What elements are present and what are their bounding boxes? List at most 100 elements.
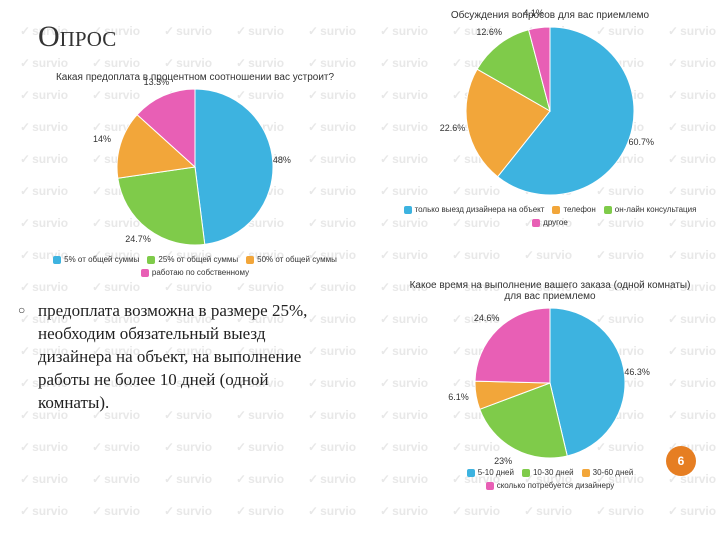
watermark-text: survio xyxy=(20,504,68,518)
legend-label: другое xyxy=(543,218,568,227)
chart-title: Какая предоплата в процентном соотношени… xyxy=(40,72,350,83)
page-number-badge: 6 xyxy=(666,446,696,476)
legend-swatch xyxy=(552,206,560,214)
watermark-text: survio xyxy=(596,504,644,518)
legend-item: другое xyxy=(532,218,568,227)
legend-swatch xyxy=(486,482,494,490)
watermark-text: survio xyxy=(20,472,68,486)
watermark-text: survio xyxy=(308,504,356,518)
page-title: Опрос xyxy=(38,20,116,54)
watermark-text: survio xyxy=(236,24,284,38)
watermark-text: survio xyxy=(524,248,572,262)
watermark-text: survio xyxy=(308,280,356,294)
pie-chart: 48%24.7%14%13.3% xyxy=(117,89,273,245)
legend-label: 5-10 дней xyxy=(478,468,514,477)
legend-swatch xyxy=(141,269,149,277)
watermark-text: survio xyxy=(524,504,572,518)
legend-label: 30-60 дней xyxy=(593,468,634,477)
legend-swatch xyxy=(53,256,61,264)
legend-swatch xyxy=(147,256,155,264)
legend-swatch xyxy=(604,206,612,214)
legend-item: 50% от общей суммы xyxy=(246,255,337,264)
legend-swatch xyxy=(582,469,590,477)
legend-item: телефон xyxy=(552,205,595,214)
legend: только выезд дизайнера на объект телефон о… xyxy=(400,205,700,227)
watermark-text: survio xyxy=(164,440,212,454)
pie-slice-label: 6.1% xyxy=(448,392,469,402)
watermark-text: survio xyxy=(92,472,140,486)
pie-slice-label: 13.3% xyxy=(144,77,170,87)
legend-label: 10-30 дней xyxy=(533,468,574,477)
pie-slice-label: 14% xyxy=(93,134,111,144)
chart-prepayment: Какая предоплата в процентном соотношени… xyxy=(40,72,350,277)
legend-label: только выезд дизайнера на объект xyxy=(415,205,545,214)
watermark-text: survio xyxy=(20,280,68,294)
legend-label: телефон xyxy=(563,205,595,214)
pie-slice-label: 23% xyxy=(494,456,512,466)
watermark-text: survio xyxy=(164,56,212,70)
pie-slice-label: 60.7% xyxy=(629,137,655,147)
watermark-text: survio xyxy=(668,248,716,262)
legend-item: 30-60 дней xyxy=(582,468,634,477)
pie-slice-label: 24.7% xyxy=(125,234,151,244)
watermark-text: survio xyxy=(380,504,428,518)
watermark-text: survio xyxy=(236,504,284,518)
legend-item: работаю по собственному xyxy=(141,268,249,277)
pie-slice-label: 4.1% xyxy=(523,8,544,18)
watermark-text: survio xyxy=(92,280,140,294)
legend-label: работаю по собственному xyxy=(152,268,249,277)
watermark-text: survio xyxy=(596,248,644,262)
pie-slice-label: 24.6% xyxy=(474,313,500,323)
legend-item: 5-10 дней xyxy=(467,468,514,477)
watermark-text: survio xyxy=(164,472,212,486)
watermark-text: survio xyxy=(308,24,356,38)
legend-label: 25% от общей суммы xyxy=(158,255,238,264)
chart-title: Обсуждения вопросов для вас приемлемо xyxy=(400,10,700,21)
watermark-text: survio xyxy=(92,504,140,518)
chart-discussion: Обсуждения вопросов для вас приемлемо 60.… xyxy=(400,10,700,227)
pie-slice-label: 22.6% xyxy=(440,123,466,133)
legend-label: сколько потребуется дизайнеру xyxy=(497,481,615,490)
legend-item: сколько потребуется дизайнеру xyxy=(486,481,615,490)
watermark-text: survio xyxy=(308,472,356,486)
pie-chart: 46.3%23%6.1%24.6% xyxy=(475,308,625,458)
legend-label: он-лайн консультация xyxy=(615,205,697,214)
pie-slice-label: 46.3% xyxy=(624,367,650,377)
watermark-text: survio xyxy=(236,440,284,454)
chart-title: Какое время на выполнение вашего заказа … xyxy=(400,280,700,302)
legend-label: 5% от общей суммы xyxy=(64,255,139,264)
bullet-text: предоплата возможна в размере 25%, необх… xyxy=(38,300,318,415)
legend-swatch xyxy=(246,256,254,264)
watermark-text: survio xyxy=(452,248,500,262)
watermark-text: survio xyxy=(20,440,68,454)
pie-slice-label: 48% xyxy=(273,155,291,165)
watermark-text: survio xyxy=(452,504,500,518)
pie-slice-label: 12.6% xyxy=(476,27,502,37)
legend-label: 50% от общей суммы xyxy=(257,255,337,264)
legend: 5-10 дней 10-30 дней 30-60 дней сколько пот… xyxy=(400,468,700,490)
watermark-text: survio xyxy=(164,504,212,518)
legend-item: 25% от общей суммы xyxy=(147,255,238,264)
pie-chart: 60.7%22.6%12.6%4.1% xyxy=(466,27,634,195)
watermark-text: survio xyxy=(308,56,356,70)
legend-item: только выезд дизайнера на объект xyxy=(404,205,545,214)
watermark-text: survio xyxy=(164,24,212,38)
watermark-text: survio xyxy=(20,56,68,70)
watermark-text: survio xyxy=(92,56,140,70)
watermark-text: survio xyxy=(668,504,716,518)
watermark-text: survio xyxy=(380,248,428,262)
page-number: 6 xyxy=(678,454,685,468)
legend-swatch xyxy=(522,469,530,477)
legend-swatch xyxy=(404,206,412,214)
legend-item: 10-30 дней xyxy=(522,468,574,477)
watermark-text: survio xyxy=(92,440,140,454)
watermark-text: survio xyxy=(236,56,284,70)
legend-item: 5% от общей суммы xyxy=(53,255,139,264)
watermark-text: survio xyxy=(308,440,356,454)
watermark-text: survio xyxy=(236,472,284,486)
chart-time: Какое время на выполнение вашего заказа … xyxy=(400,280,700,490)
watermark-text: survio xyxy=(236,280,284,294)
legend-swatch xyxy=(467,469,475,477)
legend-item: он-лайн консультация xyxy=(604,205,697,214)
legend-swatch xyxy=(532,219,540,227)
